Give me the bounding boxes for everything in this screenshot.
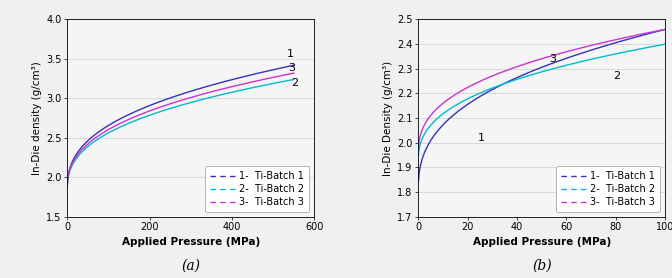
Text: 1: 1	[477, 133, 485, 143]
Text: (b): (b)	[532, 259, 552, 272]
Text: 2: 2	[614, 71, 620, 81]
X-axis label: Applied Pressure (MPa): Applied Pressure (MPa)	[472, 237, 611, 247]
X-axis label: Applied Pressure (MPa): Applied Pressure (MPa)	[122, 237, 260, 247]
Legend: 1-  Ti-Batch 1, 2-  Ti-Batch 2, 3-  Ti-Batch 3: 1- Ti-Batch 1, 2- Ti-Batch 2, 3- Ti-Batc…	[206, 167, 310, 212]
Text: 3: 3	[549, 54, 556, 64]
Y-axis label: In-Die density (g/cm³): In-Die density (g/cm³)	[32, 61, 42, 175]
Text: 1: 1	[287, 49, 294, 59]
Legend: 1-  Ti-Batch 1, 2-  Ti-Batch 2, 3-  Ti-Batch 3: 1- Ti-Batch 1, 2- Ti-Batch 2, 3- Ti-Batc…	[556, 167, 661, 212]
Text: 3: 3	[288, 63, 295, 73]
Text: 2: 2	[291, 78, 298, 88]
Text: (a): (a)	[181, 259, 200, 272]
Y-axis label: In-Die Density (g/cm³): In-Die Density (g/cm³)	[383, 61, 393, 176]
